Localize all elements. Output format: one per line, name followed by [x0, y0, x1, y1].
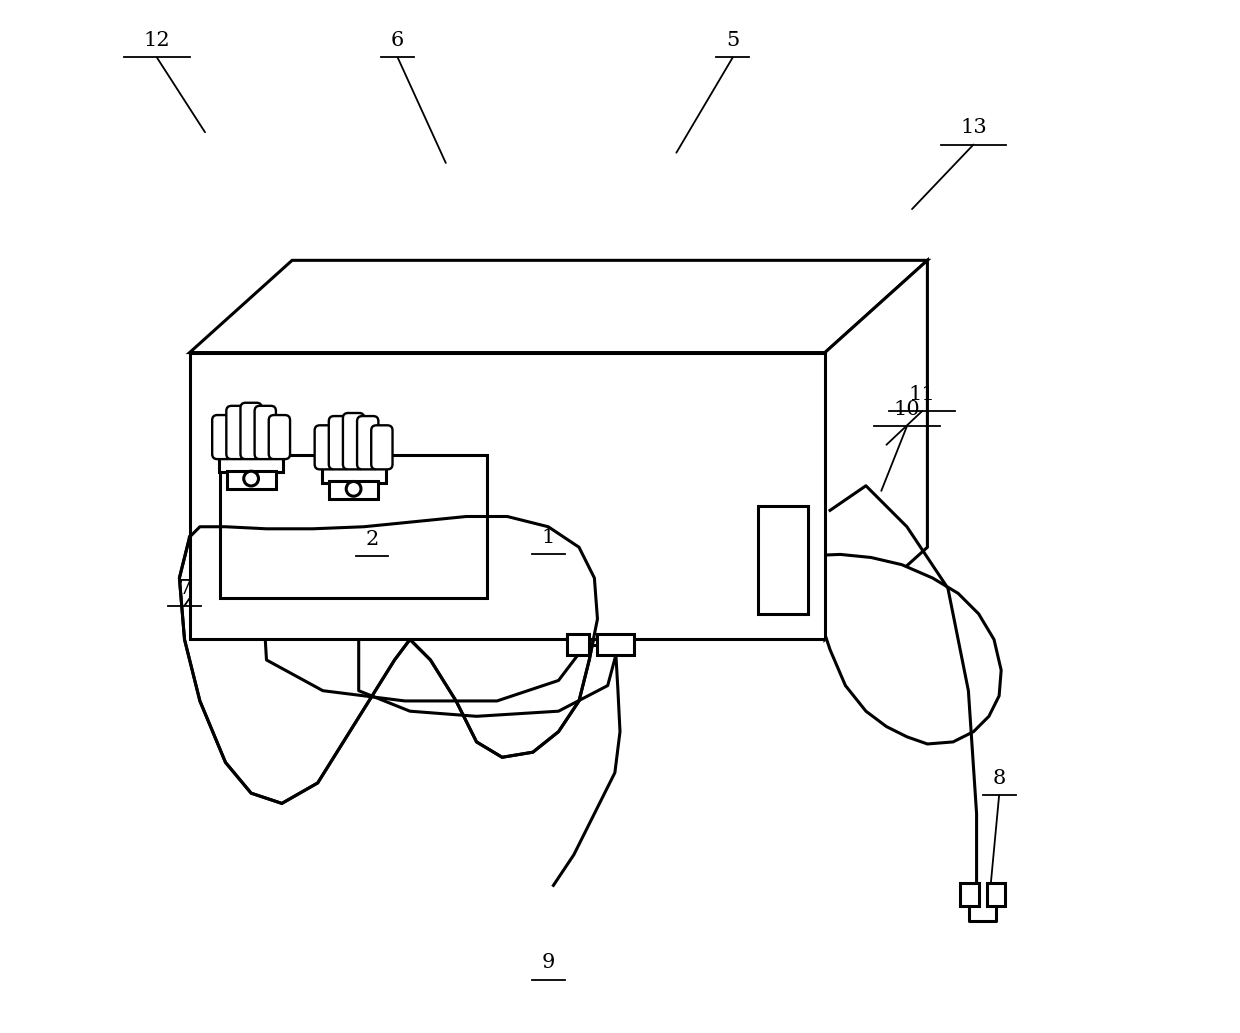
- Text: 13: 13: [960, 119, 987, 137]
- Text: 9: 9: [542, 953, 556, 972]
- Bar: [759, 506, 807, 614]
- Text: 2: 2: [366, 530, 378, 550]
- Bar: [329, 480, 378, 499]
- FancyBboxPatch shape: [269, 415, 290, 459]
- Polygon shape: [180, 516, 598, 804]
- Text: 5: 5: [727, 31, 739, 51]
- Text: 11: 11: [909, 384, 936, 404]
- FancyBboxPatch shape: [357, 416, 378, 469]
- FancyBboxPatch shape: [241, 403, 262, 459]
- Text: 8: 8: [992, 769, 1006, 788]
- Text: 10: 10: [894, 400, 920, 419]
- FancyBboxPatch shape: [329, 416, 350, 469]
- FancyBboxPatch shape: [315, 426, 336, 469]
- Circle shape: [244, 471, 258, 486]
- Bar: [321, 461, 386, 482]
- Bar: [960, 883, 978, 906]
- Text: 1: 1: [542, 528, 556, 547]
- Bar: [567, 634, 589, 655]
- Polygon shape: [190, 260, 928, 352]
- FancyBboxPatch shape: [343, 413, 365, 469]
- Polygon shape: [805, 555, 1001, 744]
- FancyBboxPatch shape: [212, 415, 233, 459]
- FancyBboxPatch shape: [227, 406, 248, 459]
- Bar: [221, 455, 487, 598]
- Bar: [219, 451, 283, 472]
- FancyBboxPatch shape: [254, 406, 277, 459]
- Text: 12: 12: [144, 31, 170, 51]
- Circle shape: [346, 481, 361, 496]
- Bar: [190, 352, 825, 639]
- FancyBboxPatch shape: [371, 426, 393, 469]
- Bar: [987, 883, 1006, 906]
- Bar: [598, 634, 635, 655]
- Polygon shape: [825, 260, 928, 639]
- Text: 6: 6: [391, 31, 404, 51]
- Bar: [227, 471, 275, 489]
- Text: 7: 7: [177, 580, 191, 598]
